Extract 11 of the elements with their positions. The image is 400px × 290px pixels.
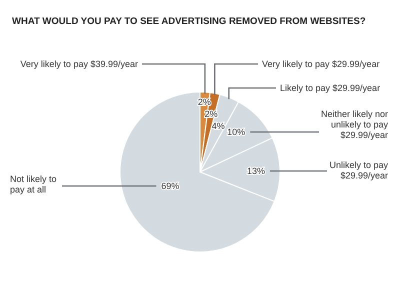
data-label: 69% <box>161 181 180 192</box>
slice-label: Very likely to pay $39.99/year <box>20 59 138 70</box>
slice-label: Not likely to pay at all <box>10 174 57 194</box>
slice-label: Very likely to pay $29.99/year <box>262 59 380 70</box>
data-label: 10% <box>227 127 246 138</box>
slice-label: Unlikely to pay $29.99/year <box>329 160 388 180</box>
data-label: 4% <box>212 121 225 132</box>
slice-label: Likely to pay $29.99/year <box>280 83 380 94</box>
data-label: 13% <box>246 166 265 176</box>
slice-label: Neither likely nor unlikely to pay $29.99/year <box>320 109 388 140</box>
chart-title: WHAT WOULD YOU PAY TO SEE ADVERTISING REMOVED FROM WEBSITES? <box>12 16 366 27</box>
